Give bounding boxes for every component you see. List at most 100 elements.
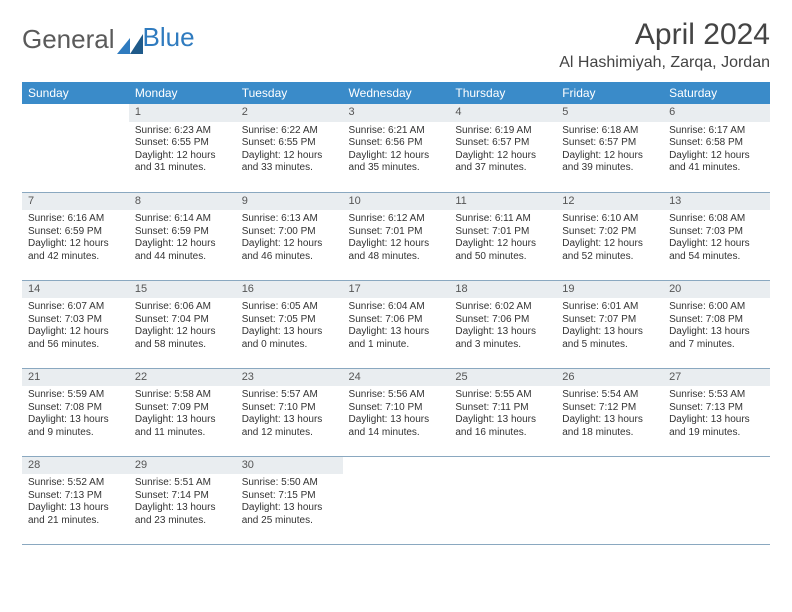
sunrise-text: Sunrise: 6:04 AM <box>349 301 444 314</box>
calendar-cell: 29Sunrise: 5:51 AMSunset: 7:14 PMDayligh… <box>129 456 236 544</box>
sunset-text: Sunset: 7:10 PM <box>242 402 337 415</box>
day-body: Sunrise: 6:11 AMSunset: 7:01 PMDaylight:… <box>449 210 556 267</box>
daylight-text: and 44 minutes. <box>135 251 230 264</box>
daylight-text: and 1 minute. <box>349 339 444 352</box>
sunrise-text: Sunrise: 5:58 AM <box>135 389 230 402</box>
calendar-row: 7Sunrise: 6:16 AMSunset: 6:59 PMDaylight… <box>22 192 770 280</box>
sunrise-text: Sunrise: 6:02 AM <box>455 301 550 314</box>
daylight-text: and 21 minutes. <box>28 515 123 528</box>
day-number: 27 <box>663 369 770 387</box>
calendar-cell: 10Sunrise: 6:12 AMSunset: 7:01 PMDayligh… <box>343 192 450 280</box>
day-body: Sunrise: 5:54 AMSunset: 7:12 PMDaylight:… <box>556 386 663 443</box>
calendar-row: 21Sunrise: 5:59 AMSunset: 7:08 PMDayligh… <box>22 368 770 456</box>
sunset-text: Sunset: 7:13 PM <box>28 490 123 503</box>
calendar-cell: 17Sunrise: 6:04 AMSunset: 7:06 PMDayligh… <box>343 280 450 368</box>
sunrise-text: Sunrise: 6:10 AM <box>562 213 657 226</box>
day-number: 21 <box>22 369 129 387</box>
sunrise-text: Sunrise: 5:59 AM <box>28 389 123 402</box>
sunset-text: Sunset: 7:01 PM <box>349 226 444 239</box>
sunrise-text: Sunrise: 6:06 AM <box>135 301 230 314</box>
sunrise-text: Sunrise: 6:19 AM <box>455 125 550 138</box>
daylight-text: and 42 minutes. <box>28 251 123 264</box>
daylight-text: and 9 minutes. <box>28 427 123 440</box>
daylight-text: and 11 minutes. <box>135 427 230 440</box>
sunset-text: Sunset: 7:03 PM <box>669 226 764 239</box>
sunrise-text: Sunrise: 6:00 AM <box>669 301 764 314</box>
day-number: 7 <box>22 193 129 211</box>
daylight-text: Daylight: 12 hours <box>455 238 550 251</box>
daylight-text: and 56 minutes. <box>28 339 123 352</box>
calendar-cell: 7Sunrise: 6:16 AMSunset: 6:59 PMDaylight… <box>22 192 129 280</box>
calendar-cell: 14Sunrise: 6:07 AMSunset: 7:03 PMDayligh… <box>22 280 129 368</box>
day-body: Sunrise: 6:17 AMSunset: 6:58 PMDaylight:… <box>663 122 770 179</box>
daylight-text: and 5 minutes. <box>562 339 657 352</box>
sunset-text: Sunset: 7:06 PM <box>455 314 550 327</box>
sunset-text: Sunset: 7:12 PM <box>562 402 657 415</box>
calendar-cell: 12Sunrise: 6:10 AMSunset: 7:02 PMDayligh… <box>556 192 663 280</box>
day-number: 20 <box>663 281 770 299</box>
calendar-body: .1Sunrise: 6:23 AMSunset: 6:55 PMDayligh… <box>22 104 770 544</box>
calendar-head: SundayMondayTuesdayWednesdayThursdayFrid… <box>22 82 770 104</box>
daylight-text: and 31 minutes. <box>135 162 230 175</box>
daylight-text: and 48 minutes. <box>349 251 444 264</box>
day-number: 30 <box>236 457 343 475</box>
day-body: Sunrise: 6:18 AMSunset: 6:57 PMDaylight:… <box>556 122 663 179</box>
location: Al Hashimiyah, Zarqa, Jordan <box>559 54 770 72</box>
day-body: Sunrise: 6:02 AMSunset: 7:06 PMDaylight:… <box>449 298 556 355</box>
day-number: 2 <box>236 104 343 122</box>
daylight-text: and 46 minutes. <box>242 251 337 264</box>
daylight-text: Daylight: 13 hours <box>28 414 123 427</box>
daylight-text: and 35 minutes. <box>349 162 444 175</box>
daylight-text: Daylight: 13 hours <box>349 326 444 339</box>
calendar-cell: 13Sunrise: 6:08 AMSunset: 7:03 PMDayligh… <box>663 192 770 280</box>
sunset-text: Sunset: 7:00 PM <box>242 226 337 239</box>
day-body: Sunrise: 6:00 AMSunset: 7:08 PMDaylight:… <box>663 298 770 355</box>
weekday-header: Tuesday <box>236 82 343 104</box>
day-number: 13 <box>663 193 770 211</box>
day-body: Sunrise: 5:58 AMSunset: 7:09 PMDaylight:… <box>129 386 236 443</box>
sunset-text: Sunset: 7:02 PM <box>562 226 657 239</box>
daylight-text: and 18 minutes. <box>562 427 657 440</box>
day-body: Sunrise: 6:06 AMSunset: 7:04 PMDaylight:… <box>129 298 236 355</box>
day-number: 29 <box>129 457 236 475</box>
weekday-header: Monday <box>129 82 236 104</box>
calendar-cell: 24Sunrise: 5:56 AMSunset: 7:10 PMDayligh… <box>343 368 450 456</box>
day-body: Sunrise: 6:22 AMSunset: 6:55 PMDaylight:… <box>236 122 343 179</box>
day-body: Sunrise: 6:07 AMSunset: 7:03 PMDaylight:… <box>22 298 129 355</box>
sunrise-text: Sunrise: 6:07 AM <box>28 301 123 314</box>
calendar-cell: 6Sunrise: 6:17 AMSunset: 6:58 PMDaylight… <box>663 104 770 192</box>
daylight-text: Daylight: 12 hours <box>669 238 764 251</box>
daylight-text: Daylight: 12 hours <box>135 238 230 251</box>
daylight-text: Daylight: 12 hours <box>28 326 123 339</box>
calendar-cell: 25Sunrise: 5:55 AMSunset: 7:11 PMDayligh… <box>449 368 556 456</box>
day-body: Sunrise: 5:53 AMSunset: 7:13 PMDaylight:… <box>663 386 770 443</box>
daylight-text: Daylight: 13 hours <box>135 414 230 427</box>
sunset-text: Sunset: 7:07 PM <box>562 314 657 327</box>
calendar-cell: 15Sunrise: 6:06 AMSunset: 7:04 PMDayligh… <box>129 280 236 368</box>
day-number: 24 <box>343 369 450 387</box>
sunrise-text: Sunrise: 6:14 AM <box>135 213 230 226</box>
day-body: Sunrise: 6:08 AMSunset: 7:03 PMDaylight:… <box>663 210 770 267</box>
calendar-cell: . <box>449 456 556 544</box>
daylight-text: Daylight: 12 hours <box>349 150 444 163</box>
day-body: Sunrise: 6:10 AMSunset: 7:02 PMDaylight:… <box>556 210 663 267</box>
day-body: Sunrise: 6:01 AMSunset: 7:07 PMDaylight:… <box>556 298 663 355</box>
day-body: Sunrise: 5:59 AMSunset: 7:08 PMDaylight:… <box>22 386 129 443</box>
day-body: Sunrise: 5:51 AMSunset: 7:14 PMDaylight:… <box>129 474 236 531</box>
sunrise-text: Sunrise: 5:56 AM <box>349 389 444 402</box>
daylight-text: Daylight: 13 hours <box>562 414 657 427</box>
day-number: 11 <box>449 193 556 211</box>
calendar-cell: 2Sunrise: 6:22 AMSunset: 6:55 PMDaylight… <box>236 104 343 192</box>
day-number: 17 <box>343 281 450 299</box>
sunset-text: Sunset: 6:59 PM <box>135 226 230 239</box>
daylight-text: Daylight: 13 hours <box>562 326 657 339</box>
daylight-text: Daylight: 12 hours <box>135 150 230 163</box>
daylight-text: and 52 minutes. <box>562 251 657 264</box>
sunset-text: Sunset: 7:04 PM <box>135 314 230 327</box>
daylight-text: Daylight: 13 hours <box>242 326 337 339</box>
calendar-row: 28Sunrise: 5:52 AMSunset: 7:13 PMDayligh… <box>22 456 770 544</box>
daylight-text: and 37 minutes. <box>455 162 550 175</box>
calendar-cell: 30Sunrise: 5:50 AMSunset: 7:15 PMDayligh… <box>236 456 343 544</box>
sunrise-text: Sunrise: 6:05 AM <box>242 301 337 314</box>
day-body: Sunrise: 6:21 AMSunset: 6:56 PMDaylight:… <box>343 122 450 179</box>
